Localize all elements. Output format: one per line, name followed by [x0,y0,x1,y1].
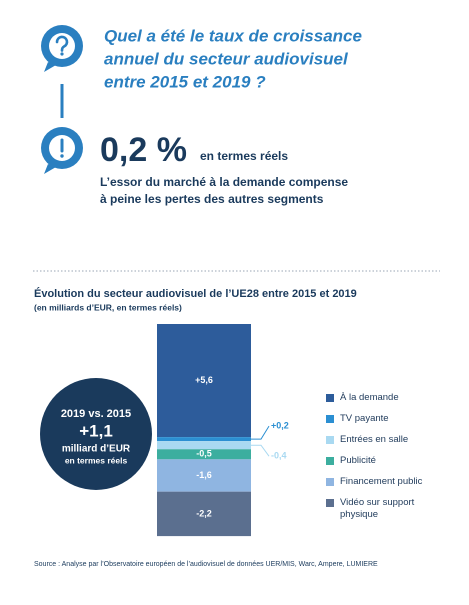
legend-item: Financement public [326,476,446,488]
chart-title: Évolution du secteur audiovisuel de l’UE… [34,287,357,300]
bar-segment [157,437,251,442]
legend-swatch [326,394,334,402]
source: Source : Analyse par l’Observatoire euro… [34,561,378,568]
value-label: -0,5 [196,449,212,459]
badge [40,378,152,490]
legend-item: Entrées en salle [326,434,446,446]
legend-label: TV payante [340,413,389,424]
legend-swatch [326,499,334,507]
icon-tail [44,62,56,72]
badge-line: milliard d’EUR [62,444,131,455]
legend-swatch [326,436,334,444]
icon-tail [44,164,56,174]
answer-note: en termes réels [200,149,288,163]
question-dot [60,52,64,56]
question-mark [55,35,69,52]
legend-swatch [326,415,334,423]
legend-label: Publicité [340,455,376,466]
legend-label: Entrées en salle [340,434,409,445]
legend-item: TV payante [326,413,446,425]
leader-line [251,425,270,440]
question-line: entre 2015 et 2019 ? [104,72,266,91]
legend-label: Vidéo sur support physique [340,497,415,520]
badge-line: 2019 vs. 2015 [61,408,131,420]
legend-item: À la demande [326,392,446,404]
chart-subtitle: (en milliards d’EUR, en termes réels) [34,302,182,312]
question-line: annuel du secteur audiovisuel [104,49,349,68]
legend-item: Publicité [326,455,446,467]
icon-inner [49,33,75,59]
legend-item: Vidéo sur support physique [326,497,446,521]
value-label: -2,2 [196,508,212,518]
legend-label: Financement public [340,476,423,487]
answer-value: 0,2 % [100,131,187,169]
explanation-line: à peine les pertes des autres segments [100,192,324,206]
exclamation-dot [60,154,64,158]
badge-value: +1,1 [79,421,113,440]
bar-segment [157,324,251,438]
bar-segment [157,491,251,537]
explanation-line: L’essor du marché à la demande compense [100,175,348,189]
legend-swatch [326,478,334,486]
value-label: -1,6 [196,470,212,480]
legend-label: À la demande [340,392,399,403]
bar-segment [157,459,251,492]
leader-line [251,444,270,457]
value-label: +5,6 [195,375,213,385]
value-label: +0,2 [271,421,289,431]
legend: À la demande TV payante Entrées en salle Pu… [326,392,446,530]
question-line: Quel a été le taux de croissance [104,26,362,45]
legend-swatch [326,457,334,465]
bar-segment [157,441,251,450]
value-label: -0,4 [271,451,287,461]
bar-segment [157,449,251,460]
badge-line: en termes réels [65,455,128,465]
